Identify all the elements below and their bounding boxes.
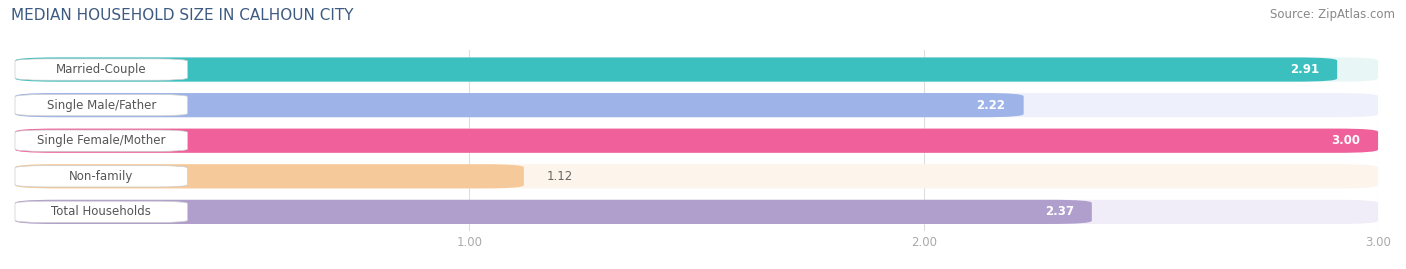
FancyBboxPatch shape [15, 129, 1378, 153]
Text: Total Households: Total Households [52, 206, 152, 218]
FancyBboxPatch shape [15, 201, 187, 222]
FancyBboxPatch shape [15, 93, 1024, 117]
FancyBboxPatch shape [15, 93, 1378, 117]
FancyBboxPatch shape [15, 58, 1378, 82]
Text: MEDIAN HOUSEHOLD SIZE IN CALHOUN CITY: MEDIAN HOUSEHOLD SIZE IN CALHOUN CITY [11, 8, 354, 23]
Text: 3.00: 3.00 [1331, 134, 1360, 147]
FancyBboxPatch shape [15, 166, 187, 187]
FancyBboxPatch shape [15, 130, 187, 151]
Text: Non-family: Non-family [69, 170, 134, 183]
FancyBboxPatch shape [15, 164, 1378, 188]
FancyBboxPatch shape [15, 129, 1378, 153]
Text: Source: ZipAtlas.com: Source: ZipAtlas.com [1270, 8, 1395, 21]
Text: Single Male/Father: Single Male/Father [46, 99, 156, 112]
Text: 2.22: 2.22 [977, 99, 1005, 112]
Text: 2.91: 2.91 [1289, 63, 1319, 76]
FancyBboxPatch shape [15, 200, 1378, 224]
FancyBboxPatch shape [15, 164, 524, 188]
FancyBboxPatch shape [15, 59, 187, 80]
FancyBboxPatch shape [15, 94, 187, 116]
Text: Married-Couple: Married-Couple [56, 63, 146, 76]
Text: 2.37: 2.37 [1045, 206, 1074, 218]
FancyBboxPatch shape [15, 200, 1092, 224]
Text: Single Female/Mother: Single Female/Mother [37, 134, 166, 147]
Text: 1.12: 1.12 [547, 170, 572, 183]
FancyBboxPatch shape [15, 58, 1337, 82]
